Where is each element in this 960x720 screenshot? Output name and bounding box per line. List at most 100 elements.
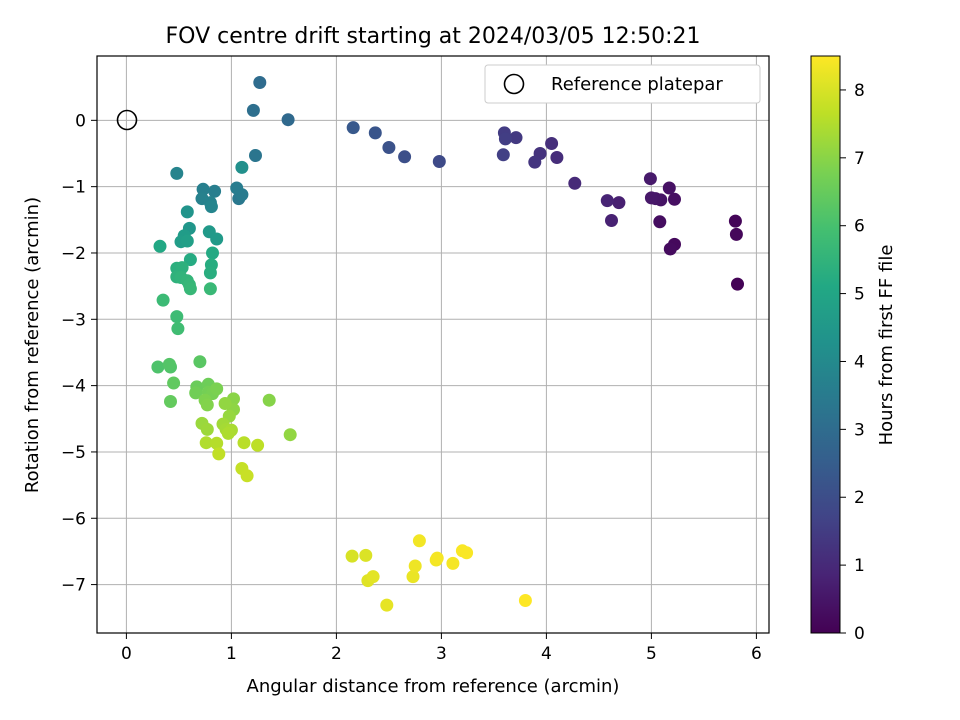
grid-lines bbox=[97, 56, 769, 633]
data-point bbox=[643, 172, 657, 186]
data-point bbox=[153, 239, 167, 253]
colorbar-ticks: 0 1 2 3 4 5 6 7 8 bbox=[840, 81, 865, 644]
y-tick-label: −1 bbox=[61, 178, 86, 198]
data-point bbox=[509, 131, 523, 145]
data-point bbox=[249, 149, 262, 162]
y-tick-label: −5 bbox=[61, 443, 86, 463]
data-point bbox=[668, 192, 681, 206]
data-point bbox=[200, 422, 214, 436]
legend: Reference platepar bbox=[484, 64, 761, 104]
data-point bbox=[180, 234, 194, 248]
data-point bbox=[204, 200, 218, 214]
plot-frame bbox=[96, 55, 770, 634]
data-point bbox=[164, 395, 177, 408]
data-point bbox=[398, 150, 412, 164]
data-point bbox=[432, 155, 446, 168]
x-tick-label: 0 bbox=[121, 644, 132, 664]
data-point bbox=[210, 436, 224, 450]
colorbar-tick-label: 0 bbox=[854, 624, 865, 644]
colorbar-tick-label: 7 bbox=[854, 149, 865, 169]
chart-title: FOV centre drift starting at 2024/03/05 … bbox=[166, 24, 701, 49]
data-point bbox=[253, 76, 267, 89]
data-point bbox=[380, 598, 394, 612]
data-point bbox=[366, 570, 380, 584]
data-point bbox=[189, 386, 203, 400]
data-point bbox=[460, 546, 474, 560]
colorbar-tick-label: 3 bbox=[854, 420, 865, 440]
data-point bbox=[167, 376, 181, 390]
data-point bbox=[180, 205, 194, 219]
data-point bbox=[251, 438, 265, 452]
data-point bbox=[663, 242, 677, 256]
data-point bbox=[193, 355, 207, 369]
data-point bbox=[235, 160, 249, 174]
data-point bbox=[170, 310, 184, 324]
x-tick-label: 3 bbox=[436, 644, 447, 664]
data-point bbox=[199, 436, 213, 450]
data-point bbox=[346, 121, 360, 135]
data-point bbox=[156, 293, 170, 307]
data-point bbox=[210, 382, 224, 396]
data-point bbox=[359, 548, 373, 562]
reference-platepar-marker bbox=[116, 109, 138, 131]
data-point bbox=[446, 556, 460, 570]
data-point bbox=[170, 166, 184, 180]
colorbar-tick-label: 2 bbox=[854, 488, 865, 508]
data-point bbox=[612, 196, 626, 210]
data-point bbox=[162, 357, 176, 371]
data-point bbox=[528, 155, 542, 169]
y-axis-ticks: 0 −1 −2 −3 −4 −5 −6 −7 bbox=[61, 111, 97, 596]
data-point bbox=[496, 148, 510, 162]
data-point bbox=[206, 246, 219, 260]
x-tick-label: 5 bbox=[646, 644, 657, 664]
data-point bbox=[408, 559, 422, 573]
data-point bbox=[430, 551, 444, 565]
data-point bbox=[221, 426, 235, 440]
data-point bbox=[382, 141, 396, 154]
data-point bbox=[545, 137, 559, 150]
colorbar bbox=[810, 55, 841, 634]
x-axis-ticks: 0 1 2 3 4 5 6 bbox=[121, 633, 762, 664]
data-point bbox=[729, 227, 743, 241]
data-point bbox=[662, 181, 676, 195]
y-axis-label: Rotation from reference (arcmin) bbox=[22, 197, 43, 493]
legend-entry: Reference platepar bbox=[551, 74, 723, 95]
colorbar-tick-label: 4 bbox=[854, 352, 865, 372]
y-tick-label: −6 bbox=[61, 509, 86, 529]
x-tick-label: 6 bbox=[751, 644, 762, 664]
data-point bbox=[218, 397, 232, 410]
data-point bbox=[568, 176, 582, 190]
data-point bbox=[203, 282, 217, 296]
data-point bbox=[151, 360, 165, 374]
data-point bbox=[200, 398, 214, 412]
data-point bbox=[368, 126, 382, 140]
data-point bbox=[406, 570, 420, 584]
data-point bbox=[210, 232, 224, 246]
x-tick-label: 1 bbox=[226, 644, 237, 664]
y-tick-label: 0 bbox=[75, 111, 86, 131]
data-point bbox=[653, 215, 667, 229]
legend-marker-icon bbox=[503, 73, 525, 95]
x-axis-label: Angular distance from reference (arcmin) bbox=[247, 676, 620, 697]
data-point bbox=[246, 103, 260, 117]
data-point bbox=[240, 469, 254, 483]
data-points bbox=[151, 76, 744, 612]
colorbar-tick-label: 1 bbox=[854, 556, 865, 576]
x-tick-label: 4 bbox=[541, 644, 552, 664]
data-point bbox=[183, 253, 197, 267]
data-point bbox=[731, 277, 744, 291]
data-point bbox=[281, 113, 295, 127]
colorbar-tick-label: 6 bbox=[854, 217, 865, 237]
y-tick-label: −7 bbox=[61, 576, 86, 596]
data-point bbox=[283, 428, 297, 442]
data-point bbox=[208, 184, 222, 198]
data-point bbox=[412, 534, 426, 548]
data-point bbox=[203, 266, 217, 280]
data-point bbox=[262, 393, 276, 407]
legend-box bbox=[484, 64, 761, 104]
colorbar-tick-label: 8 bbox=[854, 81, 865, 101]
x-tick-label: 2 bbox=[331, 644, 342, 664]
data-point bbox=[644, 191, 658, 205]
y-tick-label: −3 bbox=[61, 310, 86, 330]
